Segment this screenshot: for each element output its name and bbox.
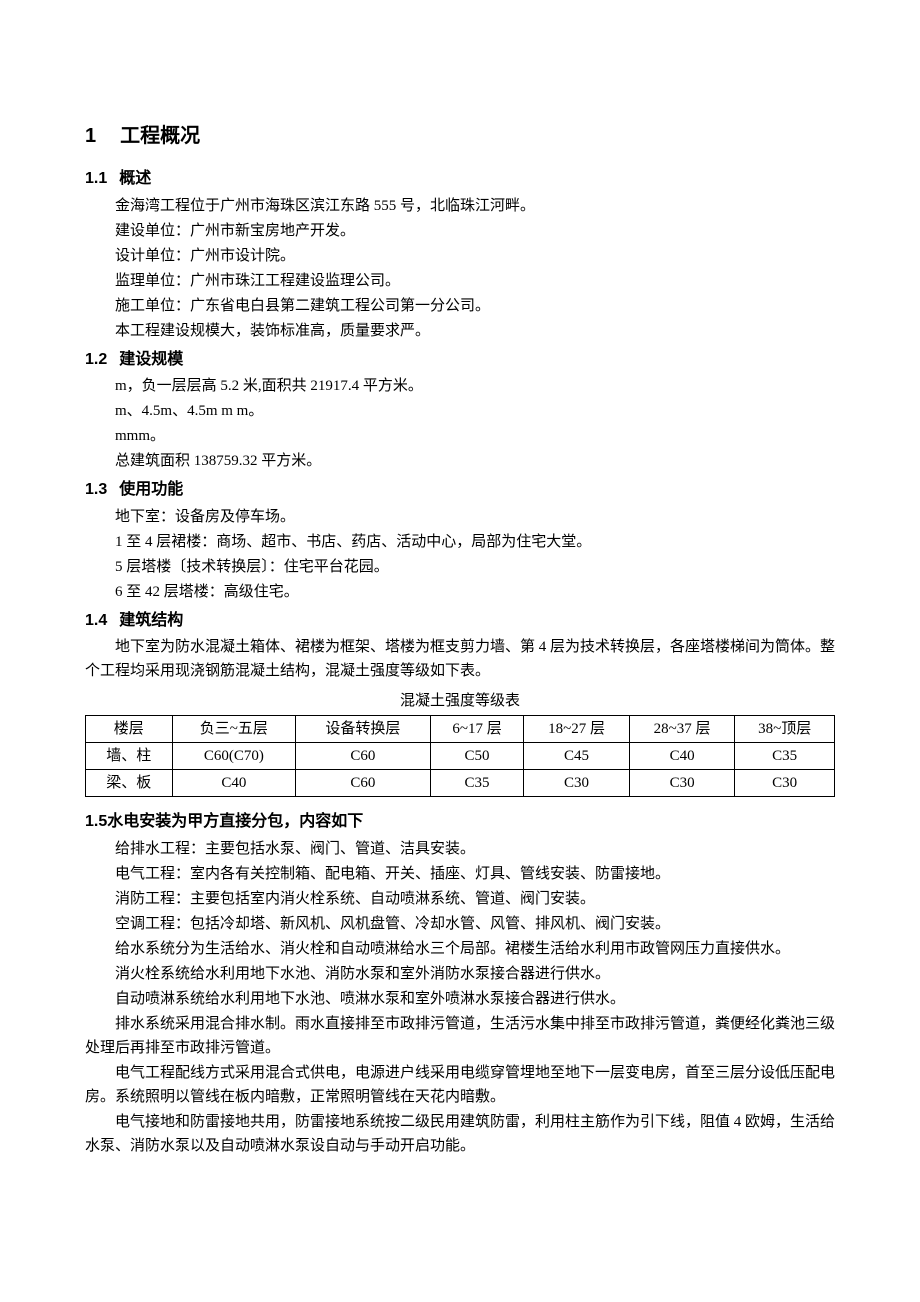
section-1-title: 1 工程概况 bbox=[85, 120, 835, 152]
table-cell: C40 bbox=[172, 770, 296, 797]
body-text: 地下室为防水混凝土箱体、裙楼为框架、塔楼为框支剪力墙、第 4 层为技术转换层，各… bbox=[85, 635, 835, 683]
body-text: 自动喷淋系统给水利用地下水池、喷淋水泵和室外喷淋水泵接合器进行供水。 bbox=[85, 987, 835, 1011]
table-cell: C30 bbox=[524, 770, 630, 797]
body-text: 消防工程：主要包括室内消火栓系统、自动喷淋系统、管道、阀门安装。 bbox=[85, 887, 835, 911]
sub-1-2-heading: 1.2 建设规模 bbox=[85, 347, 835, 373]
sub-1-2-num: 1.2 bbox=[85, 347, 107, 373]
body-text: mmm。 bbox=[85, 424, 835, 448]
table-cell: C60 bbox=[296, 770, 431, 797]
table-cell: 38~顶层 bbox=[735, 716, 835, 743]
sub-1-2-title: 建设规模 bbox=[119, 351, 183, 368]
body-text: 监理单位：广州市珠江工程建设监理公司。 bbox=[85, 269, 835, 293]
sub-1-3-title: 使用功能 bbox=[119, 481, 183, 498]
table-cell: C30 bbox=[629, 770, 735, 797]
section-title-text: 工程概况 bbox=[120, 125, 200, 147]
sub-1-3-num: 1.3 bbox=[85, 477, 107, 503]
body-text: 地下室：设备房及停车场。 bbox=[85, 505, 835, 529]
sub-1-1-heading: 1.1 概述 bbox=[85, 166, 835, 192]
table-cell: 墙、柱 bbox=[86, 743, 173, 770]
body-text: 总建筑面积 138759.32 平方米。 bbox=[85, 449, 835, 473]
table-cell: 18~27 层 bbox=[524, 716, 630, 743]
sub-1-5-heading: 1.5水电安装为甲方直接分包，内容如下 bbox=[85, 809, 835, 835]
body-text: 空调工程：包括冷却塔、新风机、风机盘管、冷却水管、风管、排风机、阀门安装。 bbox=[85, 912, 835, 936]
sub-1-4-num: 1.4 bbox=[85, 608, 107, 634]
table-cell: C60 bbox=[296, 743, 431, 770]
body-text: m，负一层层高 5.2 米,面积共 21917.4 平方米。 bbox=[85, 374, 835, 398]
body-text: 给排水工程：主要包括水泵、阀门、管道、洁具安装。 bbox=[85, 837, 835, 861]
table-cell: C35 bbox=[430, 770, 524, 797]
body-text: 6 至 42 层塔楼：高级住宅。 bbox=[85, 580, 835, 604]
section-num: 1 bbox=[85, 120, 96, 152]
concrete-grade-table: 楼层 负三~五层 设备转换层 6~17 层 18~27 层 28~37 层 38… bbox=[85, 715, 835, 797]
table-cell: 设备转换层 bbox=[296, 716, 431, 743]
body-text: 1 至 4 层裙楼：商场、超市、书店、药店、活动中心，局部为住宅大堂。 bbox=[85, 530, 835, 554]
table-cell: C35 bbox=[735, 743, 835, 770]
table-row: 墙、柱 C60(C70) C60 C50 C45 C40 C35 bbox=[86, 743, 835, 770]
body-text: 消火栓系统给水利用地下水池、消防水泵和室外消防水泵接合器进行供水。 bbox=[85, 962, 835, 986]
table-cell: C30 bbox=[735, 770, 835, 797]
table-cell: C40 bbox=[629, 743, 735, 770]
body-text: 施工单位：广东省电白县第二建筑工程公司第一分公司。 bbox=[85, 294, 835, 318]
body-text: 电气接地和防雷接地共用，防雷接地系统按二级民用建筑防雷，利用柱主筋作为引下线，阻… bbox=[85, 1110, 835, 1158]
sub-1-1-title: 概述 bbox=[119, 170, 151, 187]
table-cell: C50 bbox=[430, 743, 524, 770]
table-cell: 楼层 bbox=[86, 716, 173, 743]
body-text: 本工程建设规模大，装饰标准高，质量要求严。 bbox=[85, 319, 835, 343]
table-cell: 梁、板 bbox=[86, 770, 173, 797]
sub-1-4-heading: 1.4 建筑结构 bbox=[85, 608, 835, 634]
body-text: 排水系统采用混合排水制。雨水直接排至市政排污管道，生活污水集中排至市政排污管道，… bbox=[85, 1012, 835, 1060]
body-text: m、4.5m、4.5m m m。 bbox=[85, 399, 835, 423]
body-text: 设计单位：广州市设计院。 bbox=[85, 244, 835, 268]
table-row: 楼层 负三~五层 设备转换层 6~17 层 18~27 层 28~37 层 38… bbox=[86, 716, 835, 743]
table-caption: 混凝土强度等级表 bbox=[85, 689, 835, 713]
table-cell: 负三~五层 bbox=[172, 716, 296, 743]
body-text: 电气工程配线方式采用混合式供电，电源进户线采用电缆穿管埋地至地下一层变电房，首至… bbox=[85, 1061, 835, 1109]
body-text: 金海湾工程位于广州市海珠区滨江东路 555 号，北临珠江河畔。 bbox=[85, 194, 835, 218]
table-row: 梁、板 C40 C60 C35 C30 C30 C30 bbox=[86, 770, 835, 797]
sub-1-1-num: 1.1 bbox=[85, 166, 107, 192]
table-cell: C60(C70) bbox=[172, 743, 296, 770]
body-text: 建设单位：广州市新宝房地产开发。 bbox=[85, 219, 835, 243]
sub-1-5-num-title: 1.5水电安装为甲方直接分包，内容如下 bbox=[85, 813, 363, 830]
table-cell: C45 bbox=[524, 743, 630, 770]
sub-1-4-title: 建筑结构 bbox=[119, 612, 183, 629]
body-text: 5 层塔楼〔技术转换层〕：住宅平台花园。 bbox=[85, 555, 835, 579]
table-cell: 6~17 层 bbox=[430, 716, 524, 743]
body-text: 电气工程：室内各有关控制箱、配电箱、开关、插座、灯具、管线安装、防雷接地。 bbox=[85, 862, 835, 886]
body-text: 给水系统分为生活给水、消火栓和自动喷淋给水三个局部。裙楼生活给水利用市政管网压力… bbox=[85, 937, 835, 961]
sub-1-3-heading: 1.3 使用功能 bbox=[85, 477, 835, 503]
table-cell: 28~37 层 bbox=[629, 716, 735, 743]
